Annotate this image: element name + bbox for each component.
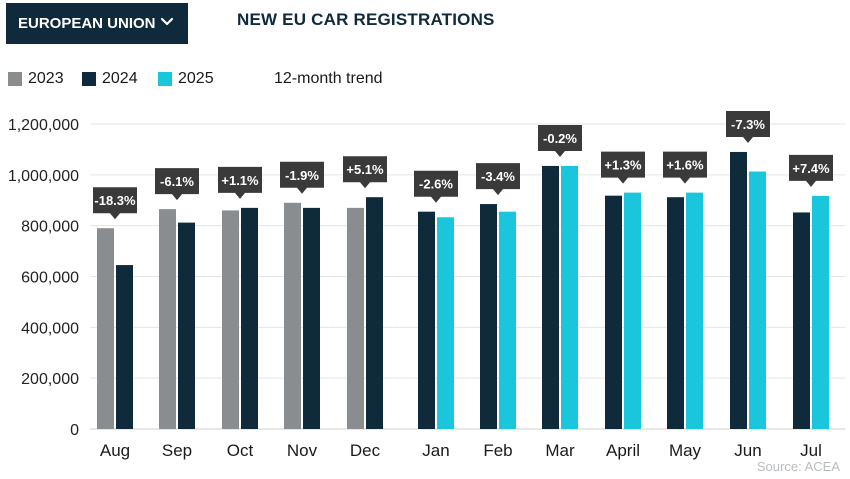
x-tick-label: Jun bbox=[734, 441, 761, 460]
region-dropdown[interactable]: EUROPEAN UNION bbox=[6, 3, 188, 44]
x-tick-label: Feb bbox=[483, 441, 512, 460]
legend-item-2025: 2025 bbox=[158, 70, 214, 88]
bar-2025-mar bbox=[561, 165, 578, 429]
trend-callout-label: -2.6% bbox=[419, 177, 453, 192]
bar-2024-jun bbox=[730, 151, 747, 430]
legend-label-2024: 2024 bbox=[102, 70, 138, 87]
bar-2024-oct bbox=[241, 207, 258, 429]
legend-item-2024: 2024 bbox=[82, 70, 138, 88]
trend-callout-label: -3.4% bbox=[481, 169, 515, 184]
x-tick-label: Jul bbox=[800, 441, 822, 460]
region-dropdown-label: EUROPEAN UNION bbox=[18, 15, 156, 32]
trend-callout bbox=[601, 151, 645, 184]
bar-2024-may bbox=[667, 197, 684, 429]
bar-2024-dec bbox=[366, 197, 383, 429]
bar-2025-april bbox=[624, 192, 641, 429]
x-tick-label: April bbox=[606, 441, 640, 460]
x-tick-label: Oct bbox=[227, 441, 254, 460]
bar-2025-may bbox=[686, 192, 703, 429]
x-tick-label: Nov bbox=[287, 441, 318, 460]
y-tick-label: 1,200,000 bbox=[8, 117, 79, 134]
trend-callout bbox=[663, 151, 707, 184]
trend-callout bbox=[414, 170, 458, 203]
legend-swatch-2025 bbox=[158, 72, 172, 86]
x-tick-label: May bbox=[669, 441, 702, 460]
x-tick-label: Sep bbox=[162, 441, 192, 460]
trend-callout-label: -0.2% bbox=[543, 131, 577, 146]
y-tick-label: 0 bbox=[70, 422, 79, 439]
legend-swatch-2024 bbox=[82, 72, 96, 86]
bar-2023-oct bbox=[222, 210, 239, 429]
trend-callout-label: +1.6% bbox=[666, 158, 704, 173]
x-tick-label: Mar bbox=[545, 441, 575, 460]
source-note: Source: ACEA bbox=[756, 459, 840, 474]
bar-2024-nov bbox=[303, 207, 320, 429]
y-tick-label: 200,000 bbox=[21, 371, 79, 388]
bar-2025-feb bbox=[499, 211, 516, 429]
trend-callout bbox=[218, 166, 262, 199]
x-tick-label: Jan bbox=[422, 441, 449, 460]
trend-callout bbox=[789, 154, 833, 187]
trend-callout-label: +7.4% bbox=[792, 161, 830, 176]
legend-label-2023: 2023 bbox=[28, 70, 64, 87]
bar-2024-mar bbox=[542, 165, 559, 429]
bar-2024-jul bbox=[793, 212, 810, 429]
bar-2024-feb bbox=[480, 204, 497, 429]
y-tick-label: 800,000 bbox=[21, 219, 79, 236]
bar-2024-jan bbox=[418, 211, 435, 429]
x-tick-label: Aug bbox=[100, 441, 130, 460]
y-tick-label: 600,000 bbox=[21, 270, 79, 287]
legend-item-2023: 2023 bbox=[8, 70, 64, 88]
bar-2023-dec bbox=[347, 207, 364, 429]
trend-callout bbox=[726, 110, 770, 143]
bar-2023-sep bbox=[159, 209, 176, 429]
trend-callout bbox=[476, 163, 520, 196]
legend-label-2025: 2025 bbox=[178, 70, 214, 87]
trend-callout-label: -18.3% bbox=[94, 193, 136, 208]
trend-callout-label: +1.1% bbox=[221, 173, 259, 188]
trend-callout-label: -1.9% bbox=[285, 168, 319, 183]
chart-title: NEW EU CAR REGISTRATIONS bbox=[237, 10, 495, 29]
bar-2024-aug bbox=[116, 265, 133, 429]
x-tick-label: Dec bbox=[350, 441, 381, 460]
legend-swatch-2023 bbox=[8, 72, 22, 86]
y-tick-label: 400,000 bbox=[21, 320, 79, 337]
trend-callout-label: +5.1% bbox=[346, 162, 384, 177]
bar-2025-jun bbox=[749, 171, 766, 429]
y-tick-label: 1,000,000 bbox=[8, 168, 79, 185]
legend-trend-note: 12-month trend bbox=[274, 70, 383, 87]
chevron-down-icon bbox=[160, 17, 174, 26]
trend-callout bbox=[343, 156, 387, 189]
bar-2024-april bbox=[605, 195, 622, 429]
trend-callout bbox=[538, 124, 582, 157]
trend-callout-label: +1.3% bbox=[604, 158, 642, 173]
trend-callout bbox=[155, 168, 199, 201]
trend-callout bbox=[280, 161, 324, 194]
bar-2023-nov bbox=[284, 202, 301, 429]
bar-2025-jan bbox=[437, 217, 454, 429]
bar-2025-jul bbox=[812, 195, 829, 429]
trend-callout-label: -6.1% bbox=[160, 174, 194, 189]
bar-2024-sep bbox=[178, 222, 195, 429]
trend-callout-label: -7.3% bbox=[731, 117, 765, 132]
bar-2023-aug bbox=[97, 228, 114, 429]
trend-callout bbox=[93, 187, 137, 220]
